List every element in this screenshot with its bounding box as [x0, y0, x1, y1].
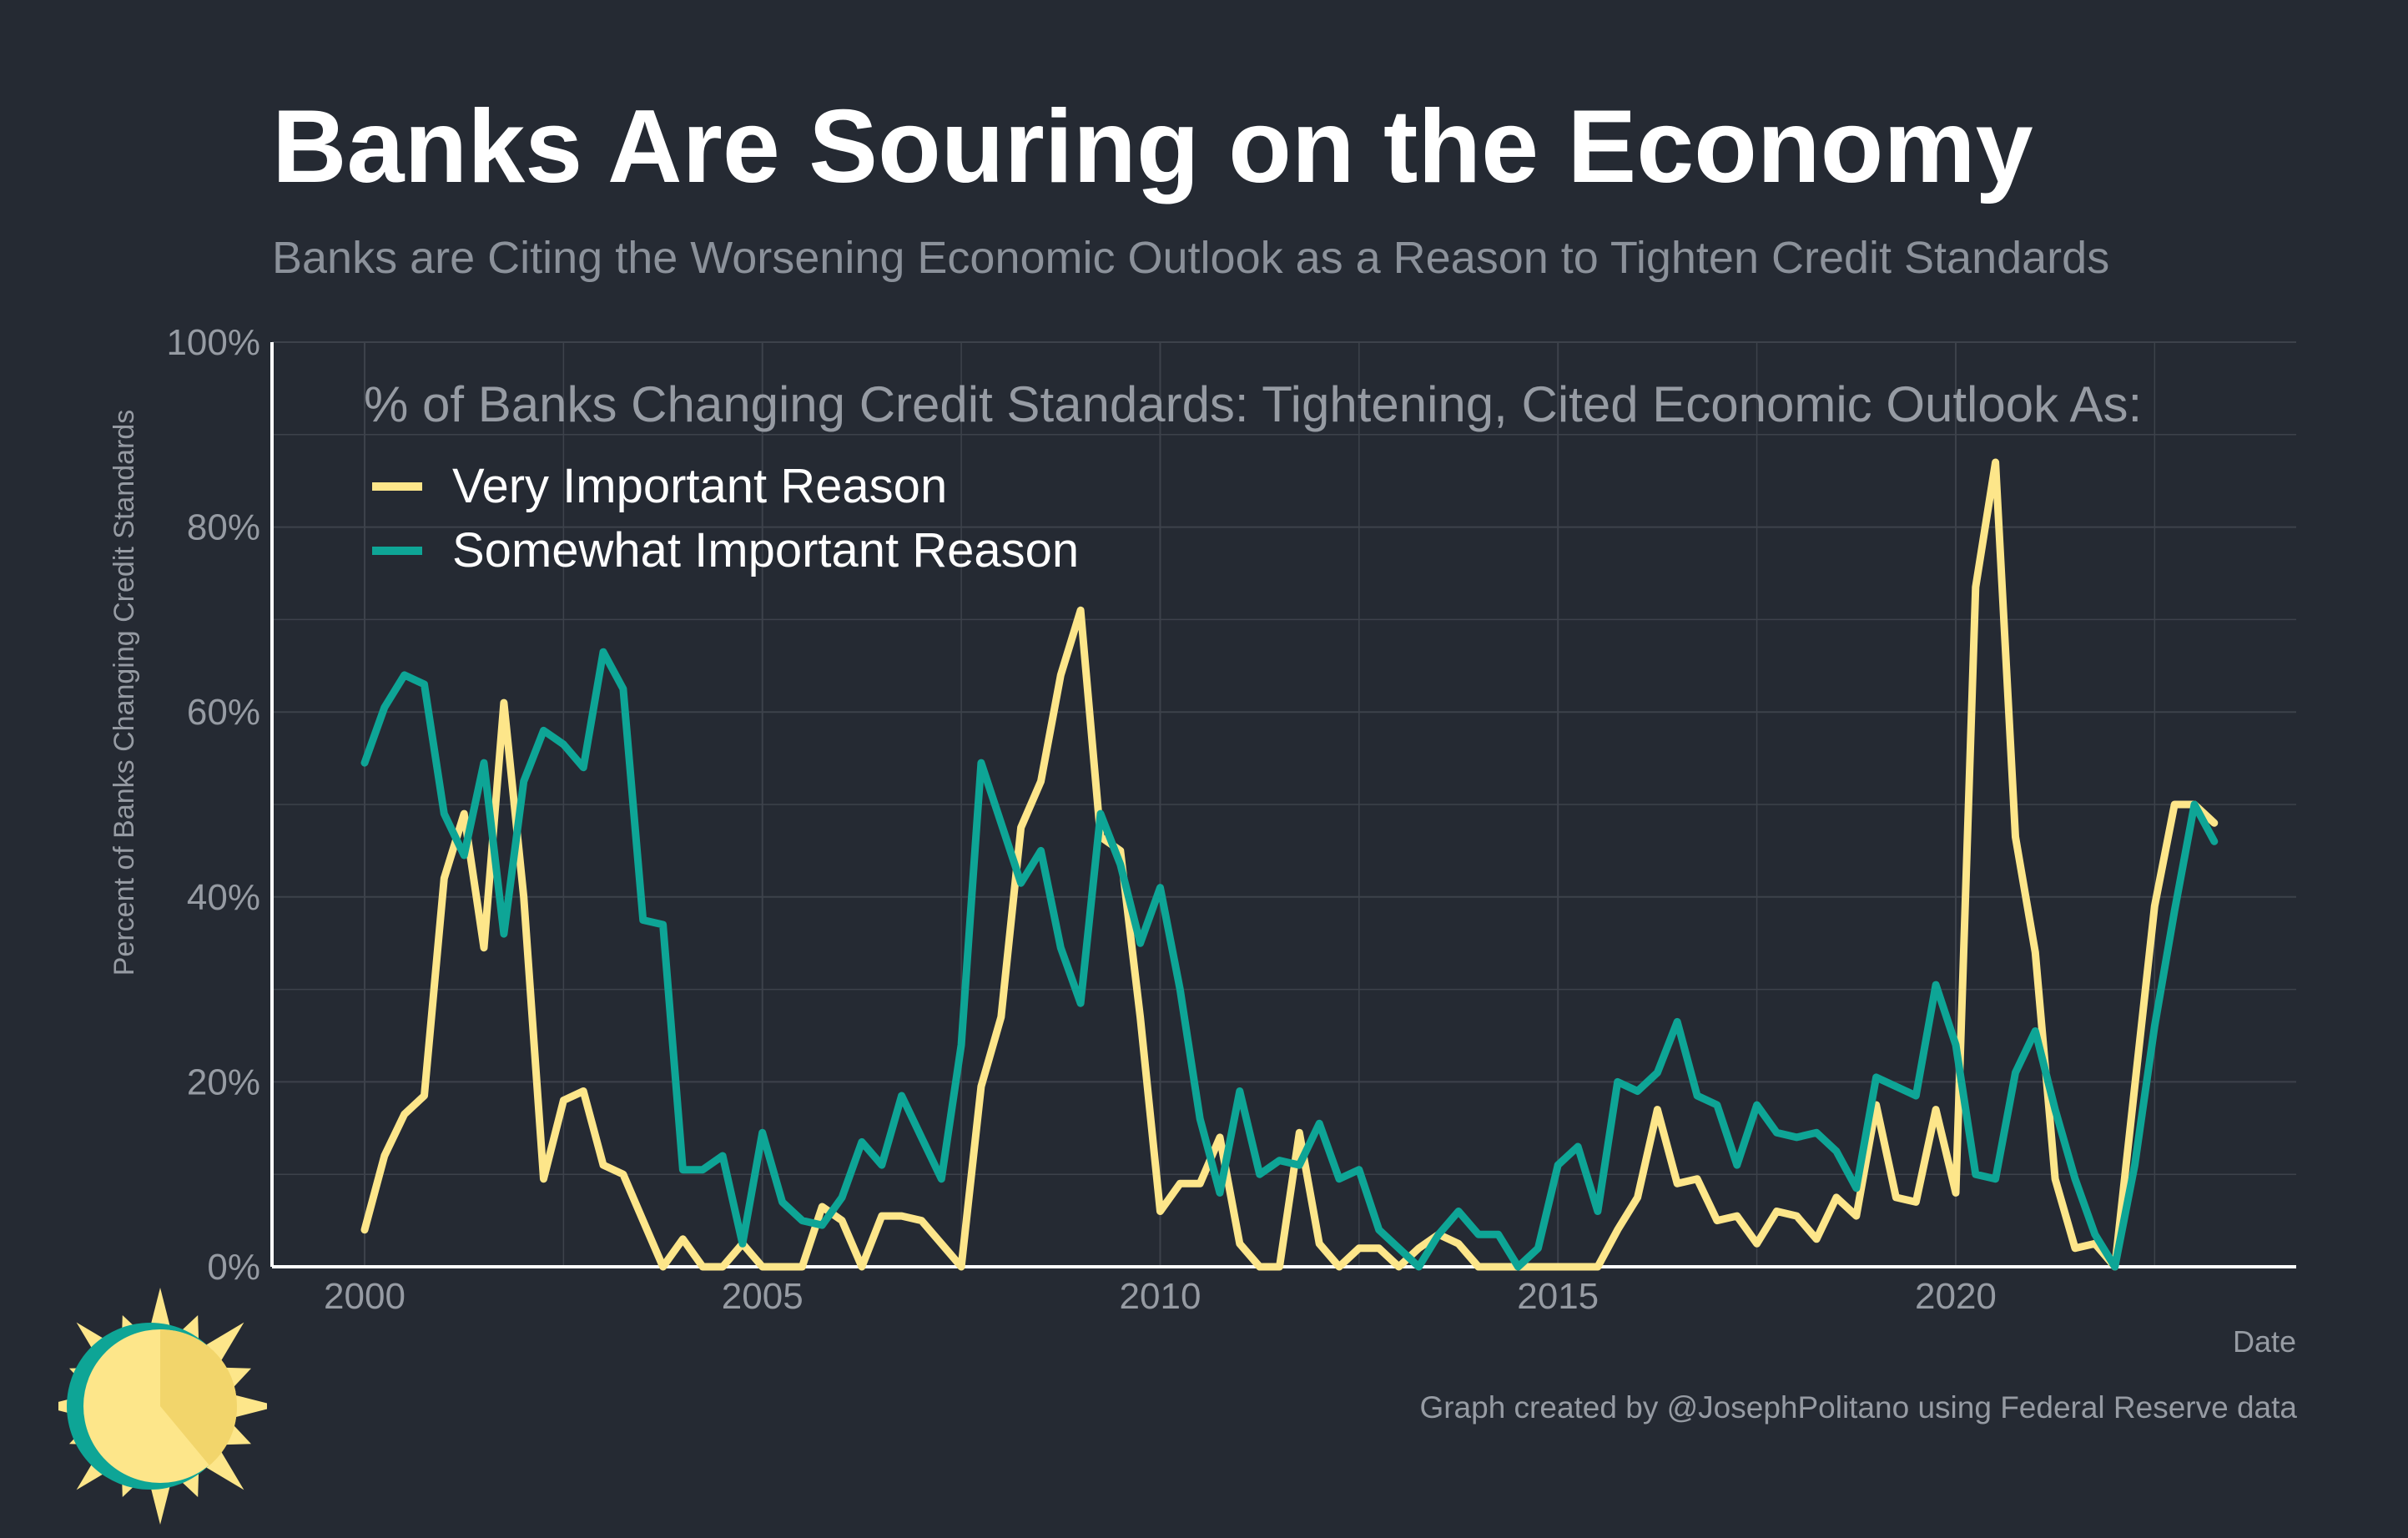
sun-ray	[149, 1288, 172, 1334]
source-credit: Graph created by @JosephPolitano using F…	[1419, 1390, 2297, 1425]
grid-lines	[272, 341, 2296, 1267]
x-tick-label: 2005	[722, 1276, 804, 1317]
series-lines	[360, 458, 2219, 1271]
x-axis-label: Date	[2233, 1324, 2296, 1359]
axes	[270, 342, 2296, 1268]
legend-label-somewhat-important: Somewhat Important Reason	[452, 523, 1079, 577]
x-tick-label: 2015	[1517, 1276, 1599, 1317]
sun-ray	[232, 1394, 267, 1418]
series-line-very-important	[360, 458, 2219, 1271]
y-tick-label: 80%	[187, 507, 260, 548]
page-title: Banks Are Souring on the Economy	[272, 89, 2033, 204]
y-tick-label: 100%	[166, 322, 260, 363]
y-tick-label: 0%	[207, 1247, 260, 1288]
x-tick-label: 2020	[1915, 1276, 1997, 1317]
sun-logo-icon	[58, 1288, 267, 1525]
legend: % of Banks Changing Credit Standards: Ti…	[364, 376, 2142, 577]
y-tick-label: 40%	[187, 877, 260, 918]
x-tick-label: 2010	[1120, 1276, 1201, 1317]
series-line-somewhat-important	[360, 648, 2219, 1271]
sun-ray	[149, 1478, 172, 1525]
y-tick-label: 60%	[187, 692, 260, 733]
tick-labels: 0% 20% 40% 60% 80% 100% 2000 2005 2010 2015 2020	[166, 322, 1996, 1317]
x-tick-label: 2000	[324, 1276, 406, 1317]
y-axis-label: Percent of Banks Changing Credit Standar…	[108, 410, 140, 976]
page-subtitle: Banks are Citing the Worsening Economic …	[272, 233, 2110, 283]
y-tick-label: 20%	[187, 1061, 260, 1102]
legend-title: % of Banks Changing Credit Standards: Ti…	[364, 376, 2142, 432]
legend-label-very-important: Very Important Reason	[452, 459, 947, 513]
